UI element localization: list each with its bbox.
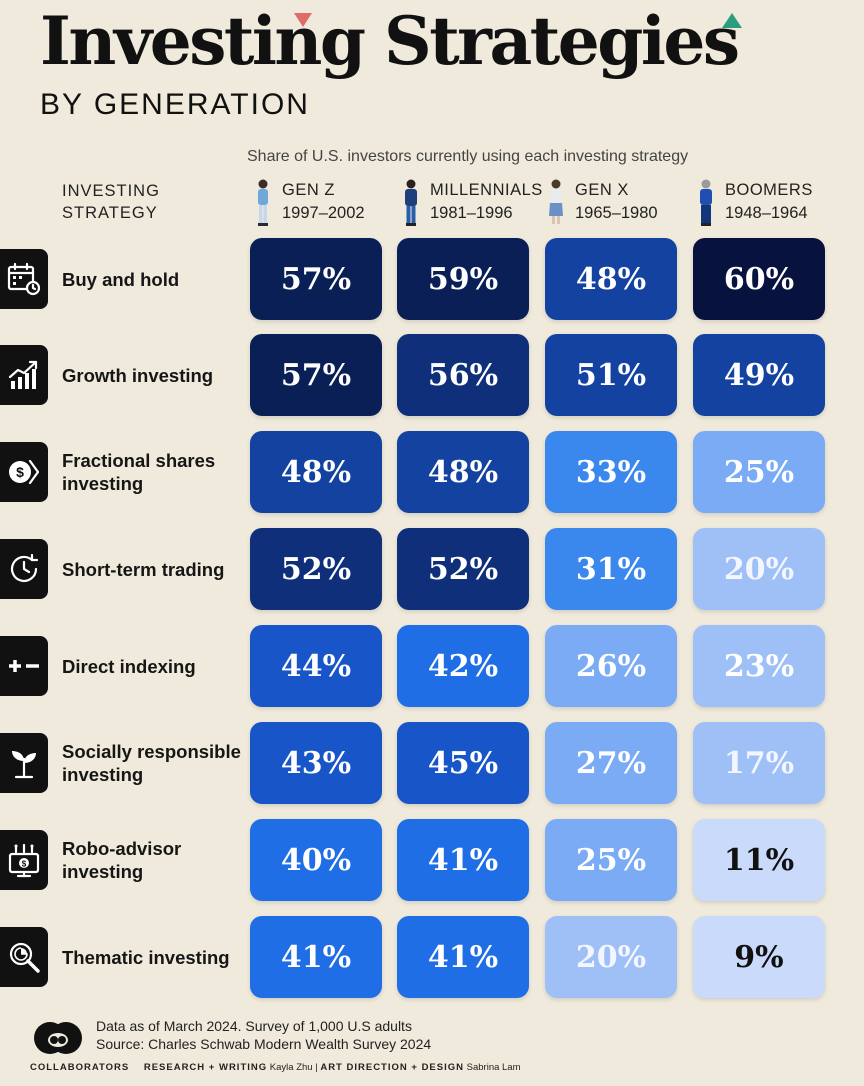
research-label: RESEARCH + WRITING [143, 1062, 268, 1073]
value-cell: 41% [250, 916, 382, 998]
calendar-clock-icon [0, 249, 48, 309]
value-cell: 60% [693, 238, 825, 320]
credits-line: COLLABORATORS RESEARCH + WRITING Kayla Z… [30, 1062, 521, 1073]
up-triangle-icon [722, 13, 742, 28]
value-cell: 11% [693, 819, 825, 901]
strategy-header-line2: STRATEGY [62, 204, 158, 222]
value-cell: 20% [693, 528, 825, 610]
value-cell: 25% [545, 819, 677, 901]
strategy-label: Socially responsible investing [62, 741, 241, 785]
page-title: Investing Strategies [40, 2, 740, 80]
value-cell: 52% [250, 528, 382, 610]
strategy-label: Buy and hold [62, 269, 180, 290]
value-cell: 17% [693, 722, 825, 804]
generation-name: BOOMERS [725, 181, 813, 199]
value-cell: 33% [545, 431, 677, 513]
value-cell: 43% [250, 722, 382, 804]
brand-name: COLLABORATORS [30, 1062, 130, 1073]
collaborators-logo-icon [30, 1016, 86, 1061]
generation-years: 1981–1996 [430, 204, 513, 222]
value-cell: 57% [250, 334, 382, 416]
value-cell: 49% [693, 334, 825, 416]
fractional-coin-icon: $ [0, 442, 48, 502]
page-subtitle: BY GENERATION [40, 88, 310, 121]
boomer-figure-icon [695, 178, 717, 230]
value-cell: 31% [545, 528, 677, 610]
value-cell: 48% [397, 431, 529, 513]
value-cell: 20% [545, 916, 677, 998]
value-cell: 51% [545, 334, 677, 416]
gen-x-figure-icon [545, 178, 567, 230]
strategy-column-header: INVESTING STRATEGY [62, 180, 160, 224]
value-cell: 52% [397, 528, 529, 610]
value-cell: 9% [693, 916, 825, 998]
strategy-label: Growth investing [62, 365, 214, 386]
chart-caption: Share of U.S. investors currently using … [247, 148, 689, 165]
value-cell: 40% [250, 819, 382, 901]
value-cell: 27% [545, 722, 677, 804]
value-cell: 41% [397, 916, 529, 998]
footer-note: Data as of March 2024. Survey of 1,000 U… [96, 1018, 412, 1034]
robo-monitor-icon: $ [0, 830, 48, 890]
generation-years: 1948–1964 [725, 204, 808, 222]
strategy-header-line1: INVESTING [62, 182, 160, 200]
value-cell: 57% [250, 238, 382, 320]
value-cell: 44% [250, 625, 382, 707]
generation-years: 1997–2002 [282, 204, 365, 222]
magnifier-pie-icon [0, 927, 48, 987]
growth-chart-icon [0, 345, 48, 405]
strategy-label: Thematic investing [62, 947, 230, 968]
plus-minus-icon [0, 636, 48, 696]
research-name: Kayla Zhu [269, 1062, 313, 1073]
value-cell: 45% [397, 722, 529, 804]
value-cell: 48% [545, 238, 677, 320]
generation-name: MILLENNIALS [430, 181, 543, 199]
value-cell: 56% [397, 334, 529, 416]
value-cell: 41% [397, 819, 529, 901]
value-cell: 42% [397, 625, 529, 707]
down-triangle-icon [294, 13, 312, 27]
gen-z-figure-icon [252, 178, 274, 230]
value-cell: 23% [693, 625, 825, 707]
sprout-icon [0, 733, 48, 793]
clock-arrow-icon [0, 539, 48, 599]
design-label: ART DIRECTION + DESIGN [320, 1062, 464, 1073]
generation-name: GEN X [575, 181, 629, 199]
generation-years: 1965–1980 [575, 204, 658, 222]
strategy-label: Robo-advisor investing [62, 838, 182, 882]
value-cell: 25% [693, 431, 825, 513]
footer-source: Source: Charles Schwab Modern Wealth Sur… [96, 1036, 432, 1052]
generation-name: GEN Z [282, 181, 335, 199]
design-name: Sabrina Lam [466, 1062, 521, 1073]
strategy-label: Direct indexing [62, 656, 196, 677]
svg-text:$: $ [16, 464, 24, 480]
strategy-label: Fractional shares investing [62, 450, 216, 494]
millennial-figure-icon [400, 178, 422, 230]
value-cell: 48% [250, 431, 382, 513]
strategy-label: Short-term trading [62, 559, 225, 580]
value-cell: 59% [397, 238, 529, 320]
value-cell: 26% [545, 625, 677, 707]
svg-text:$: $ [22, 860, 27, 869]
